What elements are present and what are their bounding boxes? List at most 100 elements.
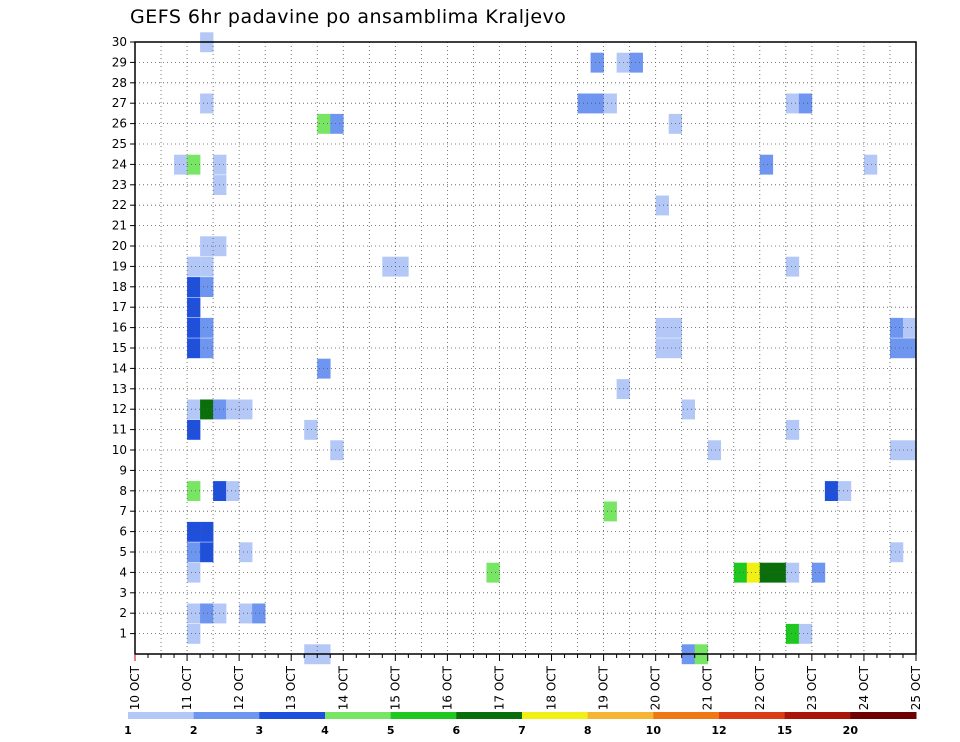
legend-label: 3 — [256, 724, 264, 737]
y-tick-label: 4 — [119, 565, 127, 579]
heatmap-cell — [200, 256, 214, 277]
heatmap-cell — [239, 603, 253, 624]
y-tick-label: 26 — [112, 117, 127, 131]
legend-label: 15 — [777, 724, 792, 737]
y-tick-label: 20 — [112, 239, 127, 253]
heatmap-cell — [200, 542, 214, 563]
legend-label: 4 — [321, 724, 329, 737]
heatmap-cell — [655, 317, 669, 338]
heatmap-cell — [395, 256, 409, 277]
heatmap-cell — [889, 542, 904, 563]
legend-swatch — [128, 712, 195, 719]
x-tick-label: 20 OCT — [649, 665, 663, 710]
x-tick-label: 13 OCT — [284, 665, 298, 710]
y-tick-label: 17 — [112, 300, 127, 314]
chart-title: GEFS 6hr padavine po ansamblima Kraljevo — [130, 6, 567, 28]
cells-layer — [174, 32, 917, 665]
x-tick-label: 24 OCT — [857, 665, 871, 710]
heatmap-cell — [252, 603, 266, 624]
legend-swatch — [653, 712, 720, 719]
heatmap-cell — [187, 562, 201, 583]
legend-swatch — [522, 712, 589, 719]
heatmap-cell — [707, 440, 722, 461]
heatmap-cell — [902, 338, 917, 359]
heatmap-cell — [785, 93, 800, 114]
y-tick-label: 9 — [119, 463, 127, 477]
legend-label: 5 — [387, 724, 395, 737]
heatmap-cell — [785, 419, 800, 440]
heatmap-cell — [811, 562, 826, 583]
heatmap-cell — [187, 419, 201, 440]
y-tick-label: 1 — [119, 627, 127, 641]
legend-swatch — [259, 712, 326, 719]
legend-label: 6 — [453, 724, 461, 737]
heatmap-cell — [200, 236, 214, 257]
heatmap-cell — [239, 542, 253, 563]
heatmap-cell — [603, 501, 617, 522]
legend-label: 7 — [518, 724, 526, 737]
legend-swatch — [719, 712, 786, 719]
y-tick-label: 13 — [112, 382, 127, 396]
heatmap-cell — [187, 297, 201, 318]
legend-swatch — [456, 712, 523, 719]
x-tick-label: 14 OCT — [336, 665, 350, 710]
x-tick-label: 18 OCT — [545, 665, 559, 710]
heatmap-cell — [837, 481, 852, 501]
heatmap-cell — [655, 338, 669, 359]
heatmap-cell — [239, 399, 253, 420]
heatmap-cell — [187, 338, 201, 359]
legend-swatch — [587, 712, 654, 719]
x-tick-label: 15 OCT — [388, 665, 402, 710]
heatmap-cell — [889, 338, 904, 359]
x-tick-label: 25 OCT — [909, 665, 923, 710]
heatmap-cell — [226, 481, 240, 501]
x-tick-label: 16 OCT — [440, 665, 454, 710]
y-tick-label: 2 — [119, 606, 127, 620]
y-axis: 1234567891011121314151617181920212223242… — [112, 35, 135, 641]
heatmap-cell — [382, 256, 396, 277]
heatmap-cell — [330, 113, 344, 134]
heatmap-cell — [200, 277, 214, 297]
heatmap-cell — [187, 399, 201, 420]
legend-swatch — [193, 712, 260, 719]
heatmap-cell — [759, 562, 774, 583]
y-tick-label: 19 — [112, 259, 127, 273]
y-tick-label: 29 — [112, 55, 127, 69]
heatmap-cell — [863, 154, 878, 175]
y-tick-label: 21 — [112, 219, 127, 233]
heatmap-cell — [902, 440, 917, 461]
x-tick-label: 23 OCT — [805, 665, 819, 710]
heatmap-cell — [798, 93, 813, 114]
legend-label: 8 — [584, 724, 592, 737]
legend-swatch — [784, 712, 851, 719]
y-tick-label: 5 — [119, 545, 127, 559]
heatmap-cell — [187, 603, 201, 624]
y-tick-label: 27 — [112, 96, 127, 110]
legend-swatch — [850, 712, 917, 719]
heatmap-cell — [590, 93, 604, 114]
y-tick-label: 11 — [112, 423, 127, 437]
y-tick-label: 12 — [112, 402, 127, 416]
color-legend: 1 2 3 4 5 6 7 8 10 12 15 20 — [124, 712, 917, 737]
y-tick-label: 23 — [112, 178, 127, 192]
y-tick-label: 7 — [119, 504, 127, 518]
heatmap-cell — [746, 562, 761, 583]
heatmap-cell — [798, 623, 813, 644]
heatmap-cell — [187, 542, 201, 563]
legend-label: 1 — [124, 724, 132, 737]
heatmap-cell — [200, 317, 214, 338]
heatmap-cell — [759, 154, 774, 175]
heatmap-cell — [889, 317, 904, 338]
y-tick-label: 3 — [119, 586, 127, 600]
heatmap-cell — [785, 256, 800, 277]
heatmap-cell — [187, 481, 201, 501]
heatmap-cell — [200, 93, 214, 114]
y-tick-label: 8 — [119, 484, 127, 498]
y-tick-label: 28 — [112, 76, 127, 90]
heatmap-cell — [785, 623, 800, 644]
legend-swatch — [325, 712, 392, 719]
heatmap-cell — [486, 562, 500, 583]
heatmap-cell — [304, 419, 318, 440]
legend-label: 10 — [646, 724, 662, 737]
